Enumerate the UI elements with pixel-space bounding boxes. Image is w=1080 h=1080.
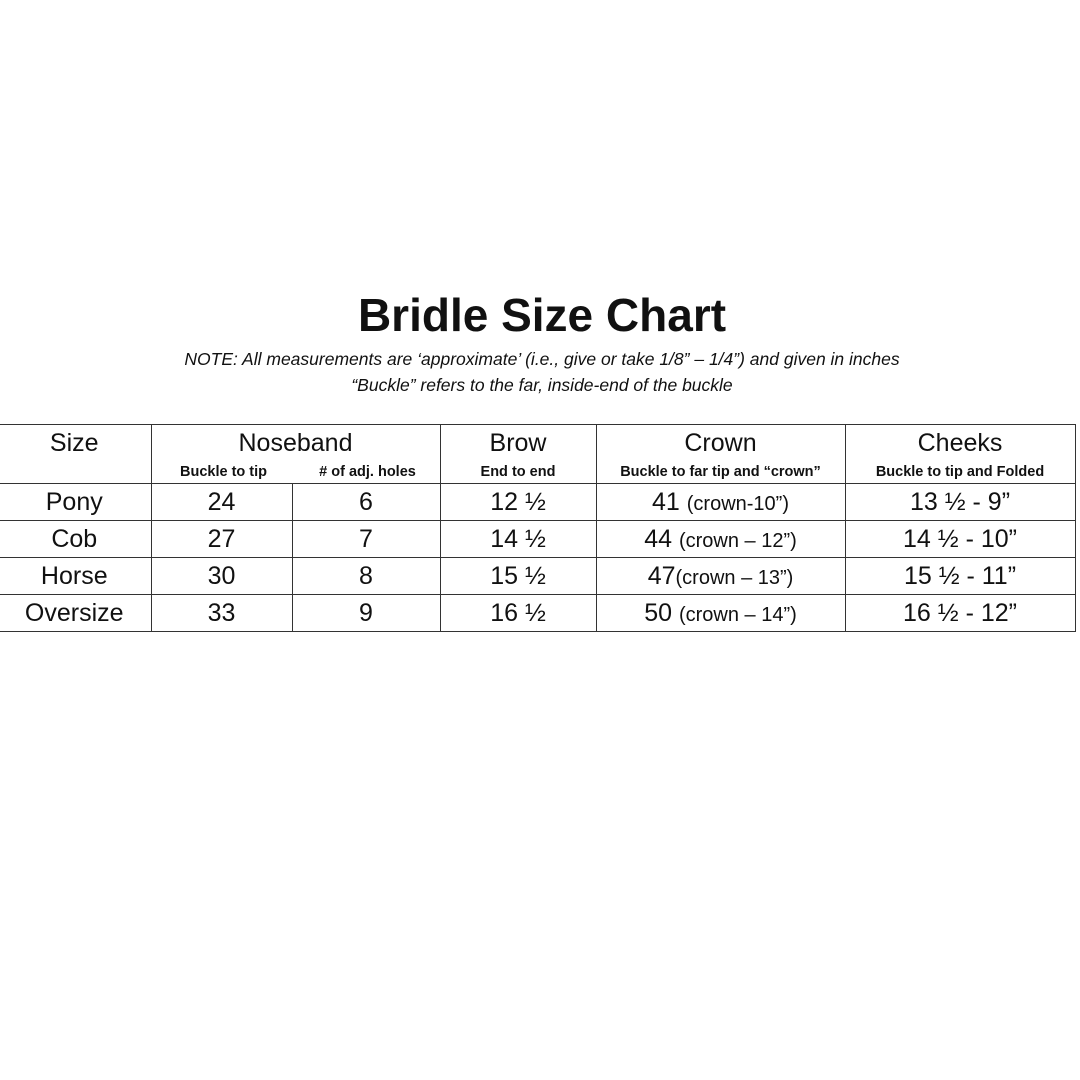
cell-buckle: 24 xyxy=(150,483,293,521)
header-noseband-holes: # of adj. holes xyxy=(319,464,416,480)
page-title: Bridle Size Chart xyxy=(357,289,727,341)
cell-buckle: 33 xyxy=(150,594,293,632)
cell-cheeks: 15 ½ - 11” xyxy=(844,557,1076,595)
header-size: Size xyxy=(0,424,152,484)
cell-holes: 7 xyxy=(291,520,441,558)
note-line-1: NOTE: All measurements are ‘approximate’… xyxy=(184,349,900,369)
cell-cheeks: 14 ½ - 10” xyxy=(844,520,1076,558)
cell-brow: 14 ½ xyxy=(439,520,597,558)
cell-size: Cob xyxy=(0,520,152,558)
table-row: Horse 30 8 15 ½ 47(crown – 13”) 15 ½ - 1… xyxy=(0,557,1076,595)
table-row: Oversize 33 9 16 ½ 50 (crown – 14”) 16 ½… xyxy=(0,594,1076,632)
cell-size: Pony xyxy=(0,483,152,521)
cell-brow: 16 ½ xyxy=(439,594,597,632)
cell-cheeks: 16 ½ - 12” xyxy=(844,594,1076,632)
size-table: Size Noseband Buckle to tip # of adj. hol… xyxy=(0,424,1076,632)
cell-brow: 12 ½ xyxy=(439,483,597,521)
header-brow: Brow End to end xyxy=(439,424,597,484)
cell-crown: 44 (crown – 12”) xyxy=(595,520,846,558)
note-line-2: “Buckle” refers to the far, inside-end o… xyxy=(351,375,733,395)
cell-buckle: 27 xyxy=(150,520,293,558)
cell-buckle: 30 xyxy=(150,557,293,595)
header-noseband-buckle: Buckle to tip xyxy=(179,464,267,480)
header-crown: Crown Buckle to far tip and “crown” xyxy=(595,424,846,484)
table-row: Cob 27 7 14 ½ 44 (crown – 12”) 14 ½ - 10… xyxy=(0,520,1076,558)
header-row: Size Noseband Buckle to tip # of adj. hol… xyxy=(0,424,1076,484)
cell-holes: 9 xyxy=(291,594,441,632)
cell-crown: 41 (crown-10”) xyxy=(595,483,846,521)
cell-size: Oversize xyxy=(0,594,152,632)
cell-size: Horse xyxy=(0,557,152,595)
cell-brow: 15 ½ xyxy=(439,557,597,595)
cell-holes: 8 xyxy=(291,557,441,595)
cell-holes: 6 xyxy=(291,483,441,521)
header-cheeks: Cheeks Buckle to tip and Folded xyxy=(844,424,1076,484)
header-noseband: Noseband Buckle to tip # of adj. holes xyxy=(150,424,441,484)
cell-crown: 47(crown – 13”) xyxy=(595,557,846,595)
table-row: Pony 24 6 12 ½ 41 (crown-10”) 13 ½ - 9” xyxy=(0,483,1076,521)
cell-cheeks: 13 ½ - 9” xyxy=(844,483,1076,521)
cell-crown: 50 (crown – 14”) xyxy=(595,594,846,632)
